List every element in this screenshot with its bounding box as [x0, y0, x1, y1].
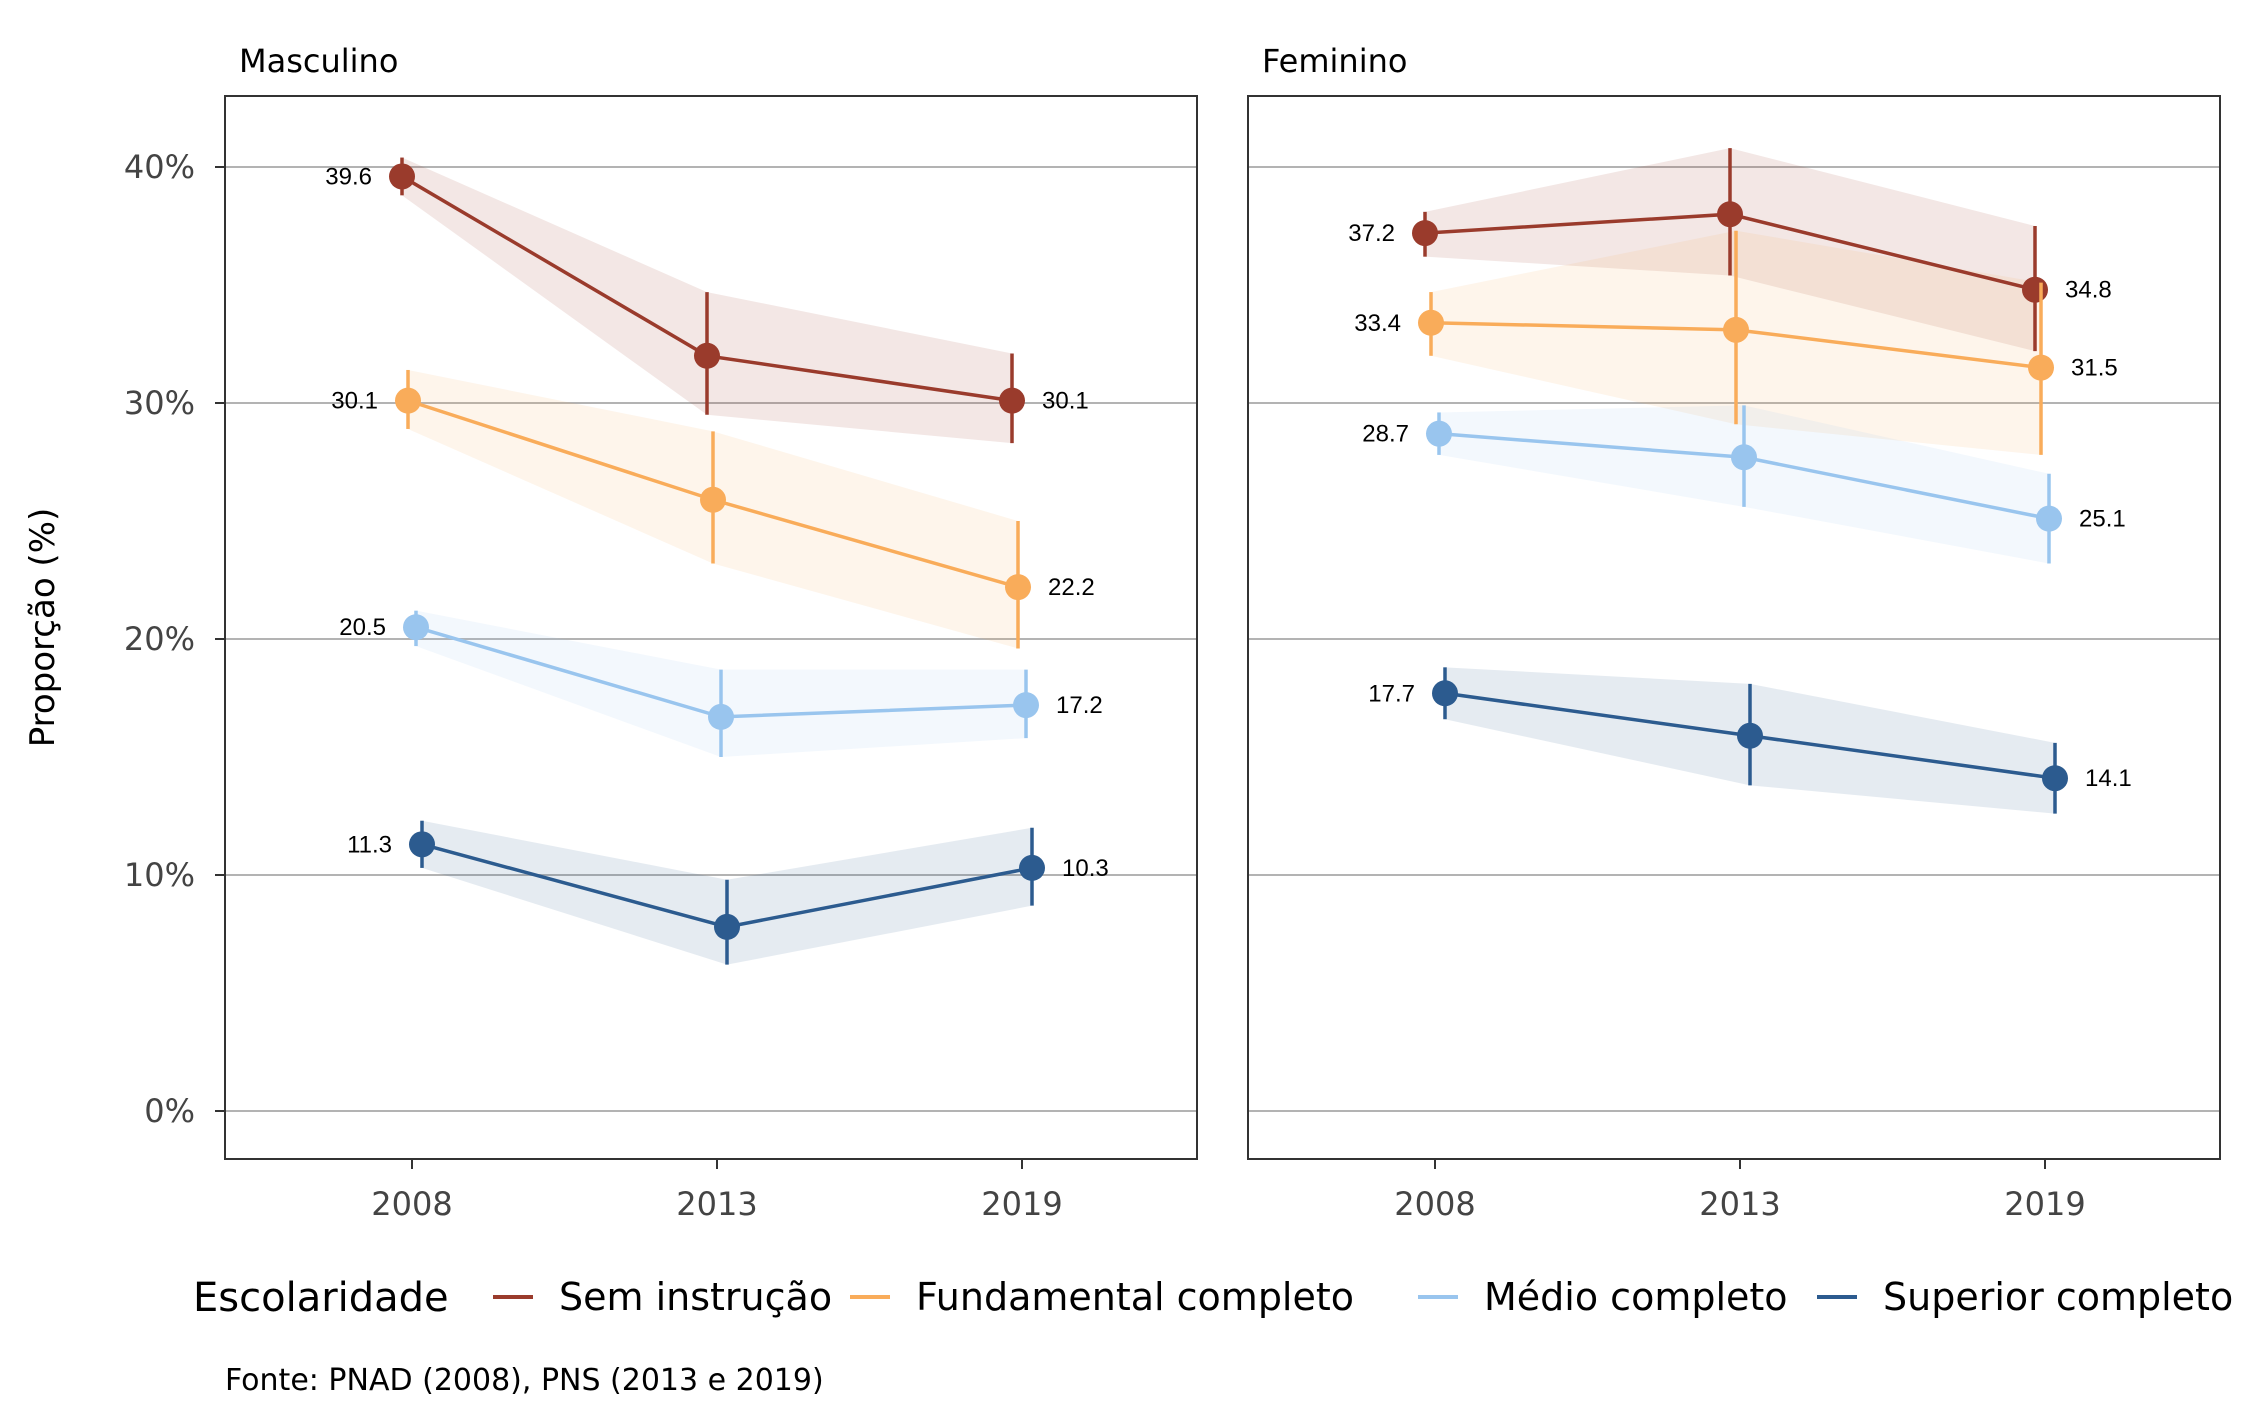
y-tick-label: 0% [144, 1092, 195, 1130]
legend-label: Médio completo [1484, 1275, 1788, 1319]
data-point [409, 831, 435, 858]
y-tick-label: 30% [124, 384, 195, 422]
panel-title: Masculino [239, 42, 398, 80]
data-point [1418, 309, 1444, 336]
data-point [1737, 722, 1763, 749]
caption: Fonte: PNAD (2008), PNS (2013 e 2019) [225, 1363, 824, 1398]
data-point [999, 387, 1025, 414]
data-point [708, 703, 734, 730]
panel-feminino: Feminino 2008 2013 2019 37.2 34.8 33.4 31.5 28.7… [1247, 42, 2221, 1223]
data-label: 37.2 [1348, 220, 1395, 247]
series-fundamental-completo: 33.4 31.5 [1354, 230, 2118, 455]
data-point [1019, 854, 1045, 881]
data-point [403, 614, 429, 641]
y-axis-title: Proporção (%) [23, 508, 63, 748]
data-label: 28.7 [1362, 421, 1409, 448]
data-point [714, 913, 740, 940]
data-label: 20.5 [339, 614, 386, 641]
x-tick-label: 2008 [1394, 1185, 1475, 1223]
data-label: 17.7 [1368, 680, 1415, 707]
data-point [389, 163, 415, 190]
data-label: 31.5 [2071, 355, 2118, 382]
legend-label: Superior completo [1883, 1275, 2233, 1319]
data-label: 22.2 [1048, 574, 1095, 601]
data-label: 30.1 [1042, 388, 1089, 415]
data-label: 34.8 [2065, 277, 2112, 304]
legend: Escolaridade Sem instrução Fundamental com… [193, 1275, 2233, 1321]
panel-masculino: Masculino 0% 10% 20% 30% 40% Proporção (%) 2008… [23, 42, 1198, 1223]
data-point [700, 486, 726, 513]
data-point [2022, 276, 2048, 303]
panels: Masculino 0% 10% 20% 30% 40% Proporção (%) 2008… [23, 42, 2221, 1223]
data-point [1731, 444, 1757, 471]
data-point [694, 342, 720, 369]
data-point [2036, 505, 2062, 532]
series-superior-completo: 17.7 14.1 [1368, 667, 2132, 814]
series-fundamental-completo: 30.1 22.2 [331, 369, 1095, 649]
data-label: 10.3 [1062, 855, 1109, 882]
data-label: 30.1 [331, 388, 378, 415]
panel-frame [224, 95, 1198, 1160]
data-point [1412, 220, 1438, 247]
legend-label: Sem instrução [559, 1275, 832, 1319]
x-tick-label: 2013 [676, 1185, 757, 1223]
legend-item-superior-completo: Superior completo [1817, 1275, 2233, 1319]
series-sem-instrucao: 39.6 30.1 [325, 157, 1089, 444]
data-point [1426, 420, 1452, 447]
data-label: 17.2 [1056, 692, 1103, 719]
x-tick-label: 2008 [371, 1185, 452, 1223]
data-point [2042, 765, 2068, 792]
legend-item-sem-instrucao: Sem instrução [493, 1275, 832, 1319]
data-point [1005, 574, 1031, 601]
data-point [1717, 201, 1743, 228]
data-point [1013, 692, 1039, 719]
legend-title: Escolaridade [193, 1275, 449, 1321]
data-point [2028, 354, 2054, 381]
y-tick-label: 20% [124, 620, 195, 658]
data-point [1432, 680, 1458, 707]
series-superior-completo: 11.3 10.3 [347, 820, 1109, 965]
x-tick-label: 2019 [2004, 1185, 2085, 1223]
legend-item-fundamental-completo: Fundamental completo [850, 1275, 1354, 1319]
x-tick-label: 2019 [981, 1185, 1062, 1223]
data-label: 14.1 [2085, 765, 2132, 792]
y-tick-label: 10% [124, 856, 195, 894]
data-label: 33.4 [1354, 310, 1401, 337]
data-label: 25.1 [2079, 506, 2126, 533]
x-tick-label: 2013 [1699, 1185, 1780, 1223]
data-point [1723, 316, 1749, 343]
data-label: 11.3 [347, 831, 392, 858]
data-label: 39.6 [325, 163, 372, 190]
data-point [395, 387, 421, 414]
y-tick-label: 40% [124, 148, 195, 186]
series-medio-completo: 28.7 25.1 [1362, 405, 2126, 564]
series-medio-completo: 20.5 17.2 [339, 610, 1103, 757]
panel-title: Feminino [1262, 42, 1407, 80]
panel-frame [1247, 95, 2221, 1160]
legend-item-medio-completo: Médio completo [1418, 1275, 1788, 1319]
legend-label: Fundamental completo [916, 1275, 1354, 1319]
